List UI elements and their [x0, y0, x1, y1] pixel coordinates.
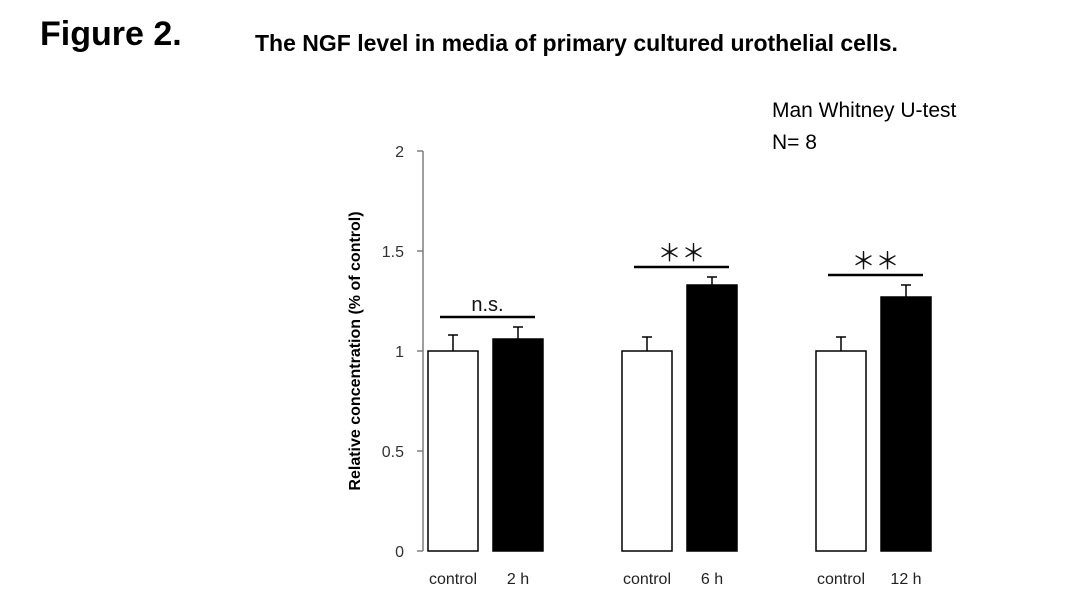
- y-tick-label: 0: [395, 544, 404, 561]
- treatment-bar: [492, 338, 544, 552]
- y-tick-label: 0.5: [382, 444, 404, 461]
- figure-label: Figure 2.: [40, 15, 182, 53]
- significance-label: ＊＊: [852, 248, 900, 275]
- sample-size-note: N= 8: [772, 131, 817, 154]
- x-tick-label: control: [817, 571, 865, 588]
- y-axis-title: Relative concentration (% of control): [347, 211, 364, 490]
- x-tick-label: 12 h: [890, 571, 921, 588]
- significance-label: n.s.: [471, 294, 503, 316]
- y-tick-label: 1: [395, 344, 404, 361]
- control-bar: [427, 350, 479, 552]
- y-tick-label: 1.5: [382, 244, 404, 261]
- significance-label: ＊＊: [658, 240, 706, 267]
- treatment-bar: [880, 296, 932, 552]
- y-tick-label: 2: [395, 144, 404, 161]
- x-tick-label: 2 h: [507, 571, 529, 588]
- control-bar: [621, 350, 673, 552]
- x-tick-label: control: [429, 571, 477, 588]
- x-tick-label: 6 h: [701, 571, 723, 588]
- x-tick-label: control: [623, 571, 671, 588]
- figure-title: The NGF level in media of primary cultur…: [255, 30, 898, 56]
- test-note: Man Whitney U-test: [772, 99, 957, 122]
- treatment-bar: [686, 284, 738, 552]
- control-bar: [815, 350, 867, 552]
